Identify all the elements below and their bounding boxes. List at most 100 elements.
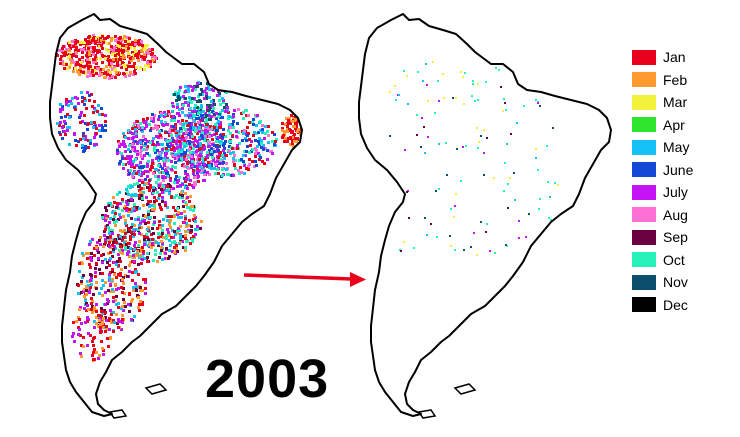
fire-pixel: [146, 152, 149, 155]
fire-pixel: [103, 234, 106, 237]
fire-pixel: [557, 184, 559, 186]
fire-pixel: [111, 53, 114, 56]
fire-pixel: [299, 128, 302, 131]
fire-pixel: [135, 66, 138, 69]
fire-pixel: [109, 217, 112, 220]
fire-pixel: [117, 306, 120, 309]
fire-pixel: [68, 126, 71, 129]
fire-pixel: [95, 57, 98, 60]
fire-pixel: [188, 219, 191, 222]
fire-pixel: [92, 351, 95, 354]
fire-pixel: [90, 274, 93, 277]
fire-pixel: [141, 303, 144, 306]
fire-pixel: [68, 41, 71, 44]
fire-pixel: [100, 310, 103, 313]
fire-pixel: [179, 240, 182, 243]
fire-pixel: [117, 318, 120, 321]
legend-item: Aug: [632, 204, 693, 227]
fire-pixel: [130, 300, 133, 303]
fire-pixel: [152, 259, 155, 262]
fire-pixel: [213, 113, 216, 116]
fire-pixel: [100, 52, 103, 55]
fire-pixel: [164, 176, 167, 179]
fire-pixel: [141, 255, 144, 258]
year-label: 2003: [205, 349, 330, 409]
fire-pixel: [83, 103, 86, 106]
fire-pixel: [480, 221, 482, 223]
legend-label: June: [663, 161, 694, 178]
fire-pixel: [157, 232, 160, 235]
fire-pixel: [232, 174, 235, 177]
fire-pixel: [117, 41, 120, 44]
fire-pixel: [179, 155, 182, 158]
fire-pixel: [195, 153, 198, 156]
fire-pixel: [141, 58, 144, 61]
fire-pixel: [146, 165, 149, 168]
fire-pixel: [416, 134, 418, 136]
fire-pixel: [108, 77, 111, 80]
fire-pixel: [424, 152, 426, 154]
fire-pixel: [75, 320, 78, 323]
fire-pixel: [176, 207, 179, 210]
fire-pixel: [151, 140, 154, 143]
fire-pixel: [153, 205, 156, 208]
fire-pixel: [73, 133, 76, 136]
fire-pixel: [194, 123, 197, 126]
fire-pixel: [132, 254, 135, 257]
fire-pixel: [289, 120, 292, 123]
fire-pixel: [191, 240, 194, 243]
fire-pixel: [104, 258, 107, 261]
fire-pixel: [190, 133, 193, 136]
fire-pixel: [199, 124, 202, 127]
fire-pixel: [509, 177, 511, 179]
fire-pixel: [190, 143, 193, 146]
fire-pixel: [196, 100, 199, 103]
fire-pixel: [101, 129, 104, 132]
fire-pixel: [158, 203, 161, 206]
fire-pixel: [504, 102, 506, 104]
fire-pixel: [114, 247, 117, 250]
fire-pixel: [204, 132, 207, 135]
fire-pixel: [175, 244, 178, 247]
fire-pixel: [113, 261, 116, 264]
fire-pixel: [216, 168, 219, 171]
fire-pixel: [400, 250, 402, 252]
fire-pixel: [90, 252, 93, 255]
fire-pixel: [108, 241, 111, 244]
fire-pixel: [128, 264, 131, 267]
fire-pixel: [78, 262, 81, 265]
fire-pixel: [97, 251, 100, 254]
fire-pixel: [118, 53, 121, 56]
fire-pixel: [183, 210, 186, 213]
fire-pixel: [227, 111, 230, 114]
fire-pixel: [252, 123, 255, 126]
fire-pixel: [147, 52, 150, 55]
fire-pixel: [148, 189, 151, 192]
fire-pixel: [122, 49, 125, 52]
fire-pixel: [141, 289, 144, 292]
fire-pixel: [88, 99, 91, 102]
fire-pixel: [124, 66, 127, 69]
fire-pixel: [152, 191, 155, 194]
fire-pixel: [483, 152, 485, 154]
fire-pixel: [174, 123, 177, 126]
fire-pixel: [406, 191, 408, 193]
fire-pixel: [245, 150, 248, 153]
fire-pixel: [460, 71, 462, 73]
fire-pixel: [146, 252, 149, 255]
fire-pixel: [187, 114, 190, 117]
fire-pixel: [132, 256, 135, 259]
fire-pixel: [147, 170, 150, 173]
fire-pixel: [242, 160, 245, 163]
fire-pixel: [121, 51, 124, 54]
fire-pixel: [205, 123, 208, 126]
fire-pixel: [216, 122, 219, 125]
fire-pixel: [162, 171, 165, 174]
fire-pixel: [233, 109, 236, 112]
fire-pixel: [149, 184, 152, 187]
fire-pixel: [132, 160, 135, 163]
fire-pixel: [185, 131, 188, 134]
fire-pixel: [134, 282, 137, 285]
fire-pixel: [243, 129, 246, 132]
fire-pixel: [129, 71, 132, 74]
